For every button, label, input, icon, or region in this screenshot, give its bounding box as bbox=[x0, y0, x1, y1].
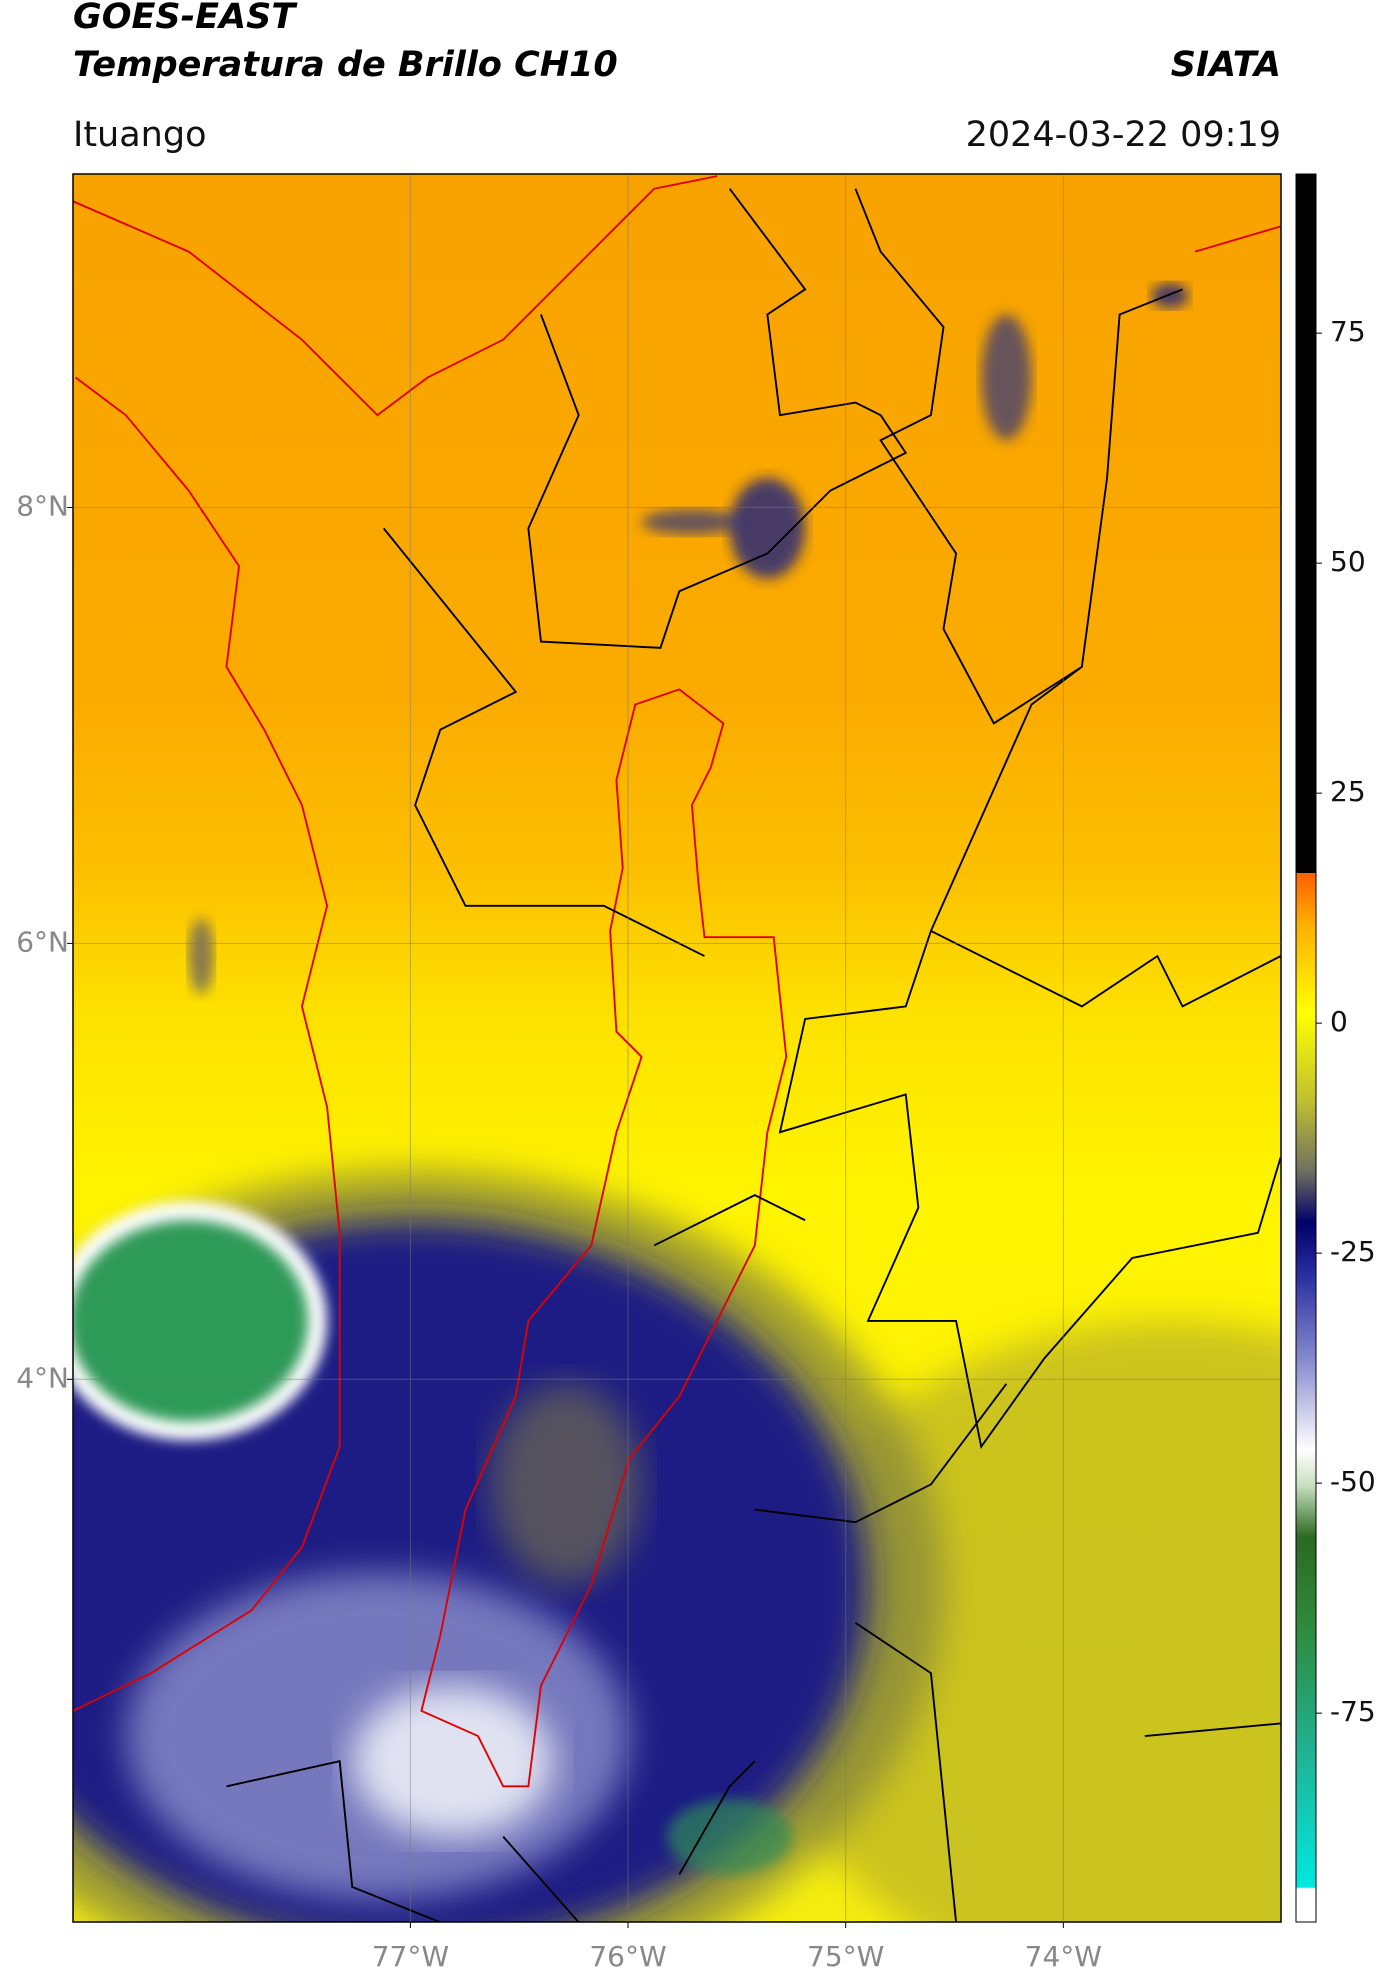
colorbar-tick-label: 0 bbox=[1330, 1005, 1348, 1038]
subtitle: Temperatura de Brillo CH10 bbox=[73, 45, 618, 85]
map-frame bbox=[72, 173, 1282, 1923]
colorbar-tick-label: 50 bbox=[1330, 545, 1366, 578]
colorbar bbox=[1295, 173, 1317, 1923]
org: SIATA bbox=[1171, 45, 1281, 85]
colorbar-tick-label: -25 bbox=[1330, 1235, 1376, 1268]
lat-tick-label: 4°N bbox=[16, 1361, 69, 1394]
title: GOES-EAST bbox=[73, 0, 298, 37]
lon-tick-label: 75°W bbox=[807, 1940, 884, 1973]
colorbar-tick-label: 25 bbox=[1330, 775, 1366, 808]
lon-tick-label: 74°W bbox=[1025, 1940, 1102, 1973]
datetime: 2024-03-22 09:19 bbox=[966, 115, 1281, 155]
colorbar-tick-label: 75 bbox=[1330, 315, 1366, 348]
lat-tick-label: 6°N bbox=[16, 925, 69, 958]
lon-tick-label: 77°W bbox=[372, 1940, 449, 1973]
colorbar-tick-label: -50 bbox=[1330, 1465, 1376, 1498]
location: Ituango bbox=[73, 115, 207, 155]
lon-tick-label: 76°W bbox=[589, 1940, 666, 1973]
satellite-image bbox=[73, 174, 1281, 1922]
colorbar-tick-label: -75 bbox=[1330, 1695, 1376, 1728]
lat-tick-label: 8°N bbox=[16, 489, 69, 522]
